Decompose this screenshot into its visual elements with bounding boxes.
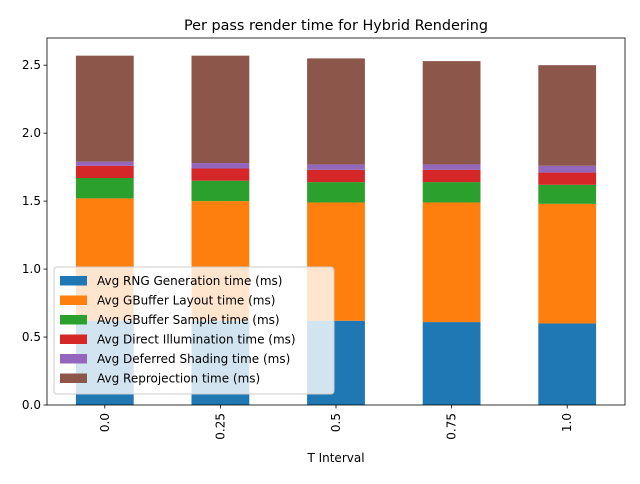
legend-box [53,266,335,395]
y-tick-label: 1.5 [22,194,41,208]
bar-segment [422,61,481,165]
y-tick-label: 2.0 [22,126,41,140]
legend-swatch [60,315,87,325]
bar-segment [307,169,365,183]
x-tick-label: 1.0 [560,413,574,432]
y-tick-label: 0.0 [22,398,41,412]
bar-segment [422,182,481,203]
legend-label: Avg Reprojection time (ms) [97,372,260,386]
bar-segment [191,55,250,164]
bar-segment [422,169,481,183]
y-tick-label: 1.0 [22,262,41,276]
legend-label: Avg Direct Illumination time (ms) [97,333,296,347]
x-tick-label: 0.75 [445,413,459,440]
axes-layer: 0.0 0.5 1.0 1.5 2.0 2.5 0.0 0.25 0.5 0.75 1.0 [22,37,626,440]
legend-swatch [60,334,87,344]
y-tick-label: 0.5 [22,330,41,344]
bar-segment [307,182,365,203]
legend-label: Avg GBuffer Layout time (ms) [97,294,275,308]
bar-segment [191,180,250,202]
bar-segment [75,55,134,162]
x-axis-label: T Interval [306,451,364,465]
legend-label: Avg GBuffer Sample time (ms) [97,313,280,327]
bar-segment [422,164,481,170]
bar-segment [538,65,597,166]
chart-title: Per pass render time for Hybrid Renderin… [184,18,488,34]
bar-segment [75,165,134,179]
x-tick-label: 0.0 [98,413,112,432]
bar-segment [191,163,250,169]
legend: Avg RNG Generation time (ms) Avg GBuffer … [53,266,335,395]
legend-label: Avg Deferred Shading time (ms) [97,352,290,366]
legend-swatch [60,354,87,364]
y-tick-label: 2.5 [22,58,41,72]
legend-swatch [60,373,87,383]
x-tick-label: 0.25 [213,413,227,440]
bar-segment [307,58,365,165]
bar-segment [538,203,597,324]
bar-segment [422,202,481,323]
x-tick-label: 0.5 [329,413,343,432]
bar-segment [422,322,481,405]
legend-swatch [60,295,87,305]
bar-segment [75,178,134,199]
bar-segment [307,164,365,170]
bar-segment [538,323,597,405]
bar-segment [191,168,250,181]
bar-segment [538,184,597,204]
bar-segment [538,165,597,173]
bar-segment [538,172,597,185]
legend-label: Avg RNG Generation time (ms) [97,274,282,288]
legend-swatch [60,276,87,286]
bar-segment [75,161,134,166]
